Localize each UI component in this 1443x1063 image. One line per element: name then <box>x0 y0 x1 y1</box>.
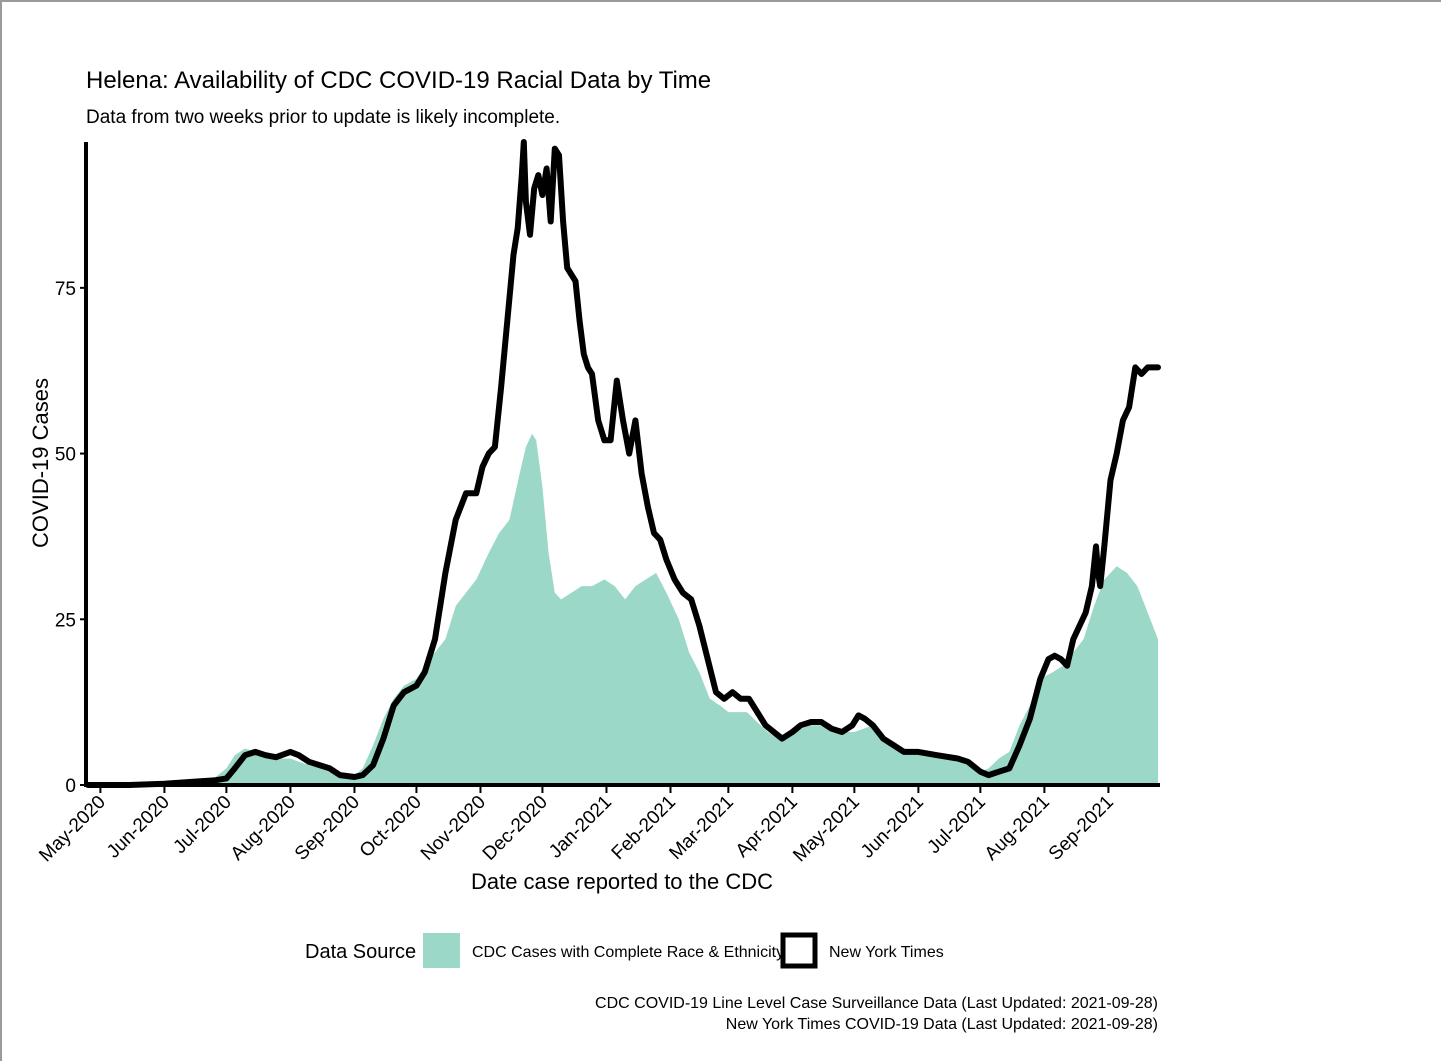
x-tick-label: Sep-2020 <box>291 792 364 865</box>
x-tick-label: Nov-2020 <box>417 792 490 865</box>
nyt-cases-line <box>85 139 1161 788</box>
x-tick-label: May-2021 <box>789 792 864 867</box>
x-tick-label: Jan-2021 <box>545 792 616 863</box>
cdc-cases-area <box>88 433 1158 785</box>
chart-title: Helena: Availability of CDC COVID-19 Rac… <box>86 67 711 94</box>
caption-line-1: CDC COVID-19 Line Level Case Surveillanc… <box>595 995 1158 1012</box>
legend-swatch-nyt <box>780 932 818 969</box>
y-axis-title: COVID-19 Cases <box>28 378 53 548</box>
plot-area <box>85 139 1161 788</box>
x-tick-label: Oct-2020 <box>356 792 426 862</box>
legend-title: Data Source <box>305 941 416 963</box>
x-tick-label: Jun-2021 <box>857 792 928 863</box>
x-tick-label: Aug-2021 <box>981 792 1054 865</box>
legend-label-nyt: New York Times <box>829 944 944 961</box>
legend: Data Source CDC Cases with Complete Race… <box>305 932 944 969</box>
x-tick-label: Aug-2020 <box>227 792 300 865</box>
x-tick-label: Jun-2020 <box>103 792 174 863</box>
x-tick-label: Sep-2021 <box>1045 792 1118 865</box>
x-tick-label: Jul-2020 <box>170 792 236 858</box>
y-tick-label: 25 <box>55 610 76 631</box>
x-tick-label: Jul-2021 <box>924 792 990 858</box>
y-tick-label: 75 <box>55 279 76 300</box>
x-tick-label: May-2020 <box>35 792 110 867</box>
x-tick-label: Mar-2021 <box>665 792 737 864</box>
y-tick-label: 0 <box>65 776 76 797</box>
legend-swatch-cdc <box>423 933 460 968</box>
chart-subtitle: Data from two weeks prior to update is l… <box>86 107 560 128</box>
caption-line-2: New York Times COVID-19 Data (Last Updat… <box>726 1016 1158 1033</box>
y-tick-label: 50 <box>55 445 76 466</box>
x-tick-label: Dec-2020 <box>479 792 552 865</box>
legend-label-cdc: CDC Cases with Complete Race & Ethnicity <box>472 944 784 961</box>
x-axis-title: Date case reported to the CDC <box>471 869 773 894</box>
